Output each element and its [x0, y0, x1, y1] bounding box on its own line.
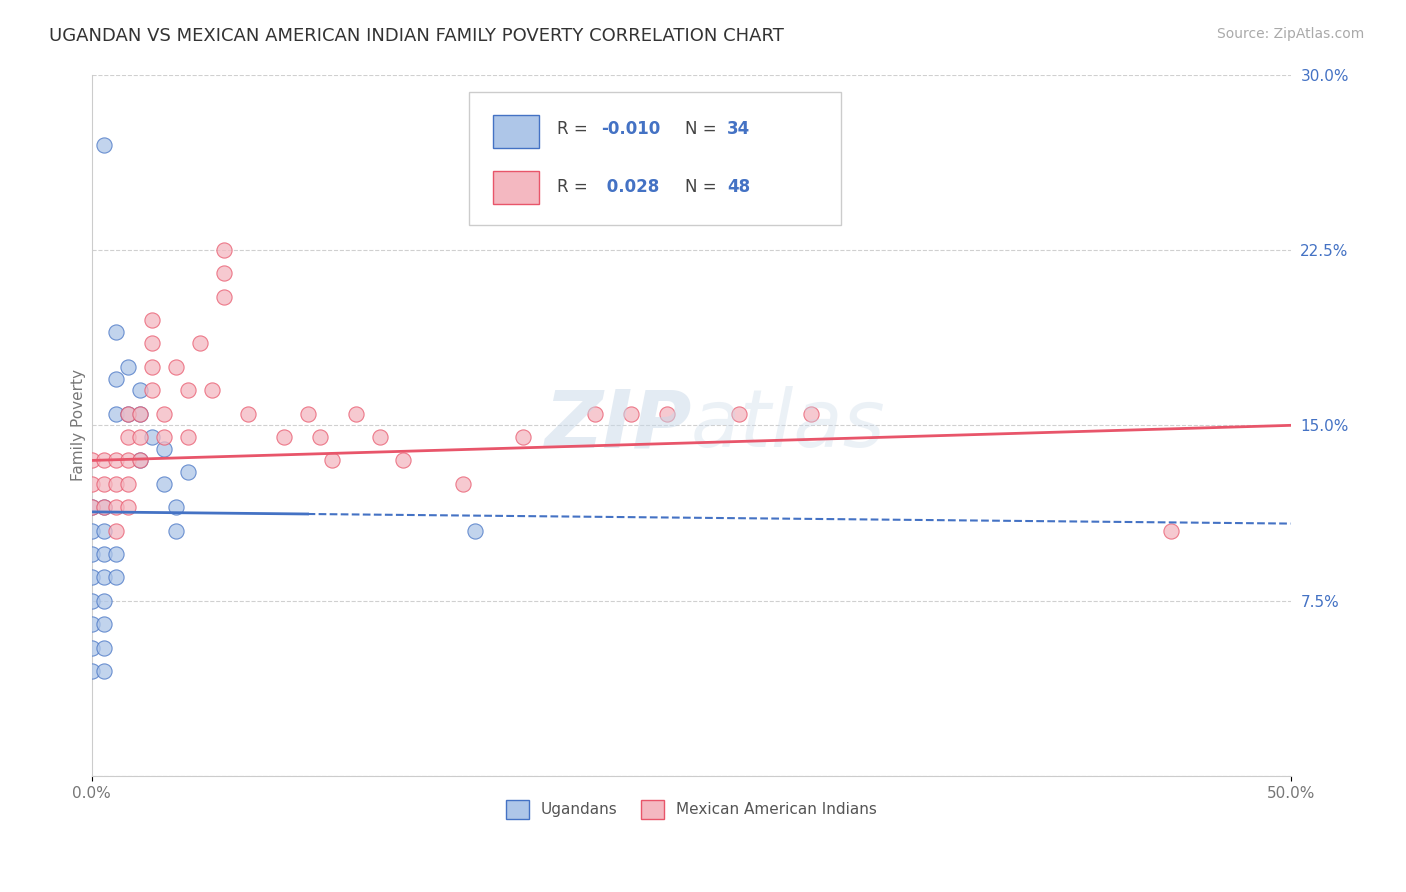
- Point: [657, 407, 679, 421]
- Point: [117, 407, 139, 421]
- Bar: [494, 170, 538, 204]
- Point: [104, 453, 127, 467]
- Text: 0.028: 0.028: [602, 178, 659, 195]
- Point: [152, 442, 174, 456]
- Point: [1160, 524, 1182, 538]
- Point: [297, 407, 319, 421]
- Point: [93, 570, 115, 584]
- Point: [80, 617, 103, 632]
- Point: [368, 430, 391, 444]
- Point: [80, 640, 103, 655]
- Text: N =: N =: [685, 120, 723, 138]
- Point: [165, 500, 187, 515]
- Point: [176, 430, 198, 444]
- Point: [236, 407, 259, 421]
- Point: [104, 371, 127, 385]
- Y-axis label: Family Poverty: Family Poverty: [72, 369, 86, 482]
- FancyBboxPatch shape: [470, 92, 841, 226]
- Text: UGANDAN VS MEXICAN AMERICAN INDIAN FAMILY POVERTY CORRELATION CHART: UGANDAN VS MEXICAN AMERICAN INDIAN FAMIL…: [49, 27, 785, 45]
- Text: R =: R =: [557, 178, 593, 195]
- Point: [176, 465, 198, 479]
- Point: [104, 570, 127, 584]
- Point: [80, 524, 103, 538]
- Point: [80, 500, 103, 515]
- Point: [80, 593, 103, 607]
- Point: [117, 453, 139, 467]
- Text: 34: 34: [727, 120, 751, 138]
- Point: [93, 524, 115, 538]
- Point: [128, 407, 150, 421]
- Point: [141, 384, 163, 398]
- Point: [212, 266, 235, 280]
- Point: [201, 384, 224, 398]
- Text: 48: 48: [727, 178, 751, 195]
- Text: atlas: atlas: [692, 386, 886, 465]
- Point: [453, 476, 475, 491]
- Point: [93, 500, 115, 515]
- Bar: [494, 114, 538, 148]
- Point: [273, 430, 295, 444]
- Point: [104, 476, 127, 491]
- Point: [117, 430, 139, 444]
- Text: R =: R =: [557, 120, 593, 138]
- Legend: Ugandans, Mexican American Indians: Ugandans, Mexican American Indians: [499, 794, 883, 825]
- Point: [128, 384, 150, 398]
- Point: [128, 453, 150, 467]
- Text: Source: ZipAtlas.com: Source: ZipAtlas.com: [1216, 27, 1364, 41]
- Point: [212, 243, 235, 257]
- Point: [117, 359, 139, 374]
- Point: [141, 430, 163, 444]
- Point: [80, 453, 103, 467]
- Point: [152, 430, 174, 444]
- Point: [117, 476, 139, 491]
- Point: [321, 453, 343, 467]
- Point: [392, 453, 415, 467]
- Point: [141, 313, 163, 327]
- Text: -0.010: -0.010: [602, 120, 661, 138]
- Point: [104, 547, 127, 561]
- Point: [93, 640, 115, 655]
- Point: [93, 617, 115, 632]
- Text: N =: N =: [685, 178, 723, 195]
- Point: [176, 384, 198, 398]
- Point: [128, 430, 150, 444]
- Point: [93, 593, 115, 607]
- Point: [93, 500, 115, 515]
- Point: [583, 407, 606, 421]
- Point: [152, 407, 174, 421]
- Point: [117, 500, 139, 515]
- Point: [141, 359, 163, 374]
- Point: [104, 407, 127, 421]
- Point: [141, 336, 163, 351]
- Point: [165, 359, 187, 374]
- Point: [80, 547, 103, 561]
- Text: ZIP: ZIP: [544, 386, 692, 465]
- Point: [93, 453, 115, 467]
- Point: [344, 407, 367, 421]
- Point: [104, 524, 127, 538]
- Point: [620, 407, 643, 421]
- Point: [165, 524, 187, 538]
- Point: [93, 137, 115, 152]
- Point: [93, 664, 115, 678]
- Point: [464, 524, 486, 538]
- Point: [512, 430, 534, 444]
- Point: [104, 325, 127, 339]
- Point: [308, 430, 330, 444]
- Point: [128, 407, 150, 421]
- Point: [117, 407, 139, 421]
- Point: [152, 476, 174, 491]
- Point: [80, 664, 103, 678]
- Point: [104, 500, 127, 515]
- Point: [800, 407, 823, 421]
- Point: [728, 407, 751, 421]
- Point: [80, 500, 103, 515]
- Point: [128, 453, 150, 467]
- Point: [80, 570, 103, 584]
- Point: [212, 290, 235, 304]
- Point: [93, 547, 115, 561]
- Point: [80, 476, 103, 491]
- Point: [93, 476, 115, 491]
- Point: [188, 336, 211, 351]
